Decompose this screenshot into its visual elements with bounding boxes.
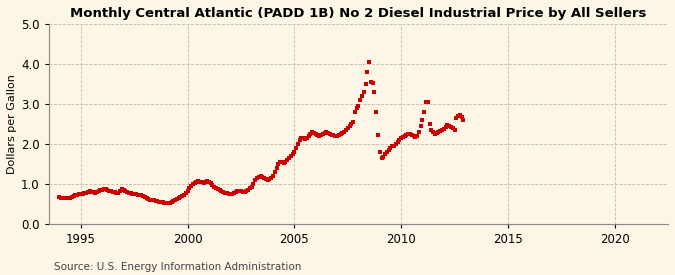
Y-axis label: Dollars per Gallon: Dollars per Gallon [7,74,17,174]
Text: Source: U.S. Energy Information Administration: Source: U.S. Energy Information Administ… [54,262,301,272]
Title: Monthly Central Atlantic (PADD 1B) No 2 Diesel Industrial Price by All Sellers: Monthly Central Atlantic (PADD 1B) No 2 … [70,7,647,20]
